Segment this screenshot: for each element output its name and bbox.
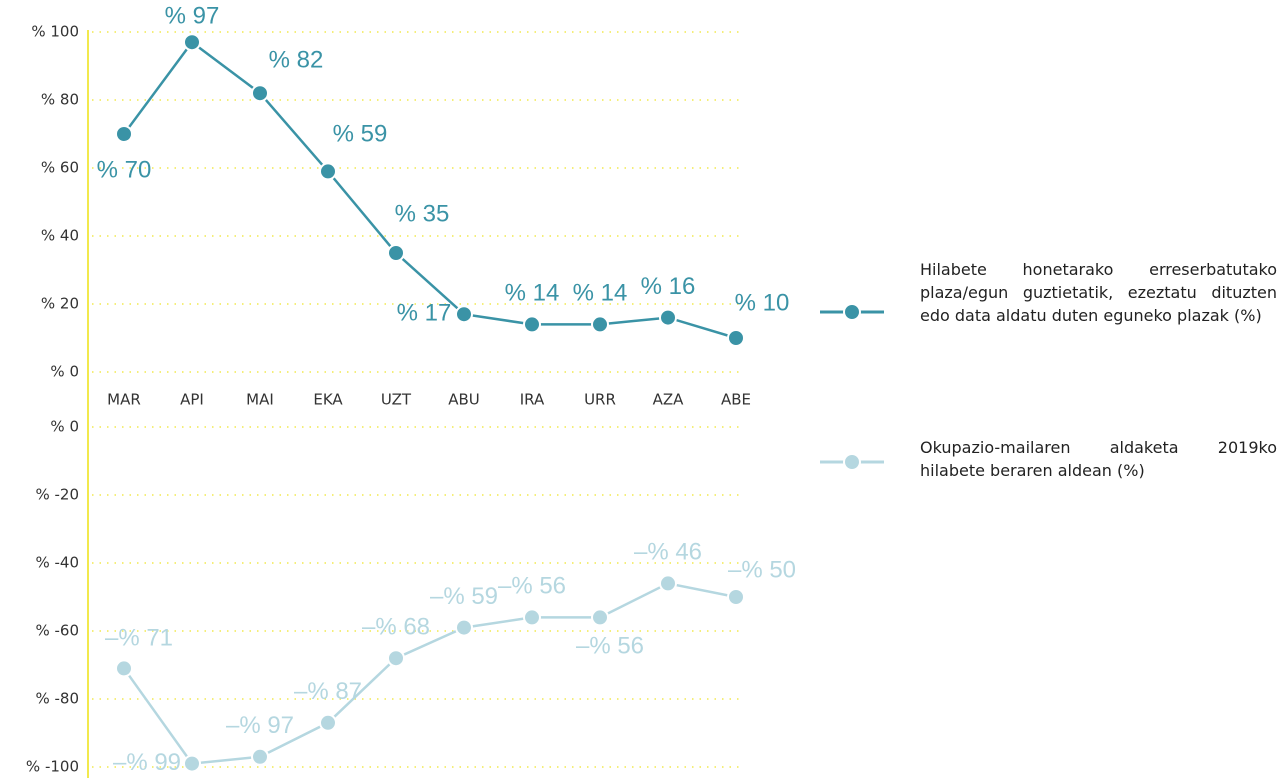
y-tick-label: % 80 xyxy=(41,91,79,109)
value-label: –% 99 xyxy=(113,749,181,776)
value-label: –% 50 xyxy=(728,556,796,583)
point xyxy=(183,754,201,773)
value-label: % 97 xyxy=(165,3,220,30)
y-tick-label: % 60 xyxy=(41,159,79,177)
point xyxy=(591,315,609,334)
line xyxy=(122,40,737,340)
point xyxy=(523,315,541,334)
line xyxy=(122,582,737,765)
x-tick-label: AZA xyxy=(653,391,685,409)
point xyxy=(183,33,201,52)
value-label: –% 46 xyxy=(634,539,702,566)
x-tick-label: IRA xyxy=(520,391,545,409)
x-tick-label: ABU xyxy=(448,391,480,409)
value-label: % 82 xyxy=(269,47,324,74)
x-tick-label: ABE xyxy=(721,391,751,409)
point xyxy=(387,649,405,668)
point xyxy=(659,308,677,327)
value-label: % 14 xyxy=(573,280,628,307)
x-tick-label: UZT xyxy=(381,391,412,409)
y-tick-label: % -80 xyxy=(35,690,79,708)
value-label: –% 59 xyxy=(430,583,498,610)
point xyxy=(319,162,337,181)
y-tick-label: % -40 xyxy=(35,554,79,572)
y-tick-label: % 100 xyxy=(31,23,79,41)
value-label: –% 56 xyxy=(498,573,566,600)
point xyxy=(319,713,337,732)
point xyxy=(251,84,269,103)
point xyxy=(455,305,473,324)
y-tick-label: % 20 xyxy=(41,295,79,313)
x-tick-label: URR xyxy=(584,391,616,409)
x-tick-label: MAI xyxy=(246,391,274,409)
point xyxy=(251,747,269,766)
value-label: % 17 xyxy=(397,300,452,327)
legend-label: Okupazio-mailaren aldaketa 2019ko hilabe… xyxy=(920,438,1277,480)
x-tick-label: MAR xyxy=(107,391,141,409)
value-label: % 14 xyxy=(505,280,560,307)
point xyxy=(523,608,541,627)
point xyxy=(591,608,609,627)
value-label: –% 56 xyxy=(576,633,644,660)
y-tick-label: % -100 xyxy=(26,758,79,776)
y-tick-label: % -20 xyxy=(35,486,79,504)
x-tick-label: API xyxy=(180,391,204,409)
legend-marker xyxy=(843,303,861,321)
value-label: % 59 xyxy=(333,121,388,148)
point xyxy=(455,618,473,637)
point xyxy=(115,659,133,678)
y-tick-label: % 0 xyxy=(50,418,79,436)
value-label: –% 68 xyxy=(362,614,430,641)
y-tick-label: % -60 xyxy=(35,622,79,640)
value-label: % 16 xyxy=(641,273,696,300)
point xyxy=(387,244,405,262)
point xyxy=(659,574,677,593)
legend-label: Hilabete honetarako erreserbatutako plaz… xyxy=(920,260,1277,325)
value-label: % 35 xyxy=(395,200,450,227)
value-label: –% 71 xyxy=(105,625,173,652)
point xyxy=(727,588,745,606)
value-label: % 70 xyxy=(97,156,152,183)
value-label: % 10 xyxy=(735,289,790,316)
value-label: –% 97 xyxy=(226,712,294,739)
legend-marker xyxy=(843,453,861,471)
point xyxy=(115,125,133,143)
y-tick-label: % 0 xyxy=(50,363,79,381)
x-tick-label: EKA xyxy=(313,391,343,409)
value-label: –% 87 xyxy=(294,678,362,705)
point xyxy=(727,329,745,347)
y-tick-label: % 40 xyxy=(41,227,79,245)
